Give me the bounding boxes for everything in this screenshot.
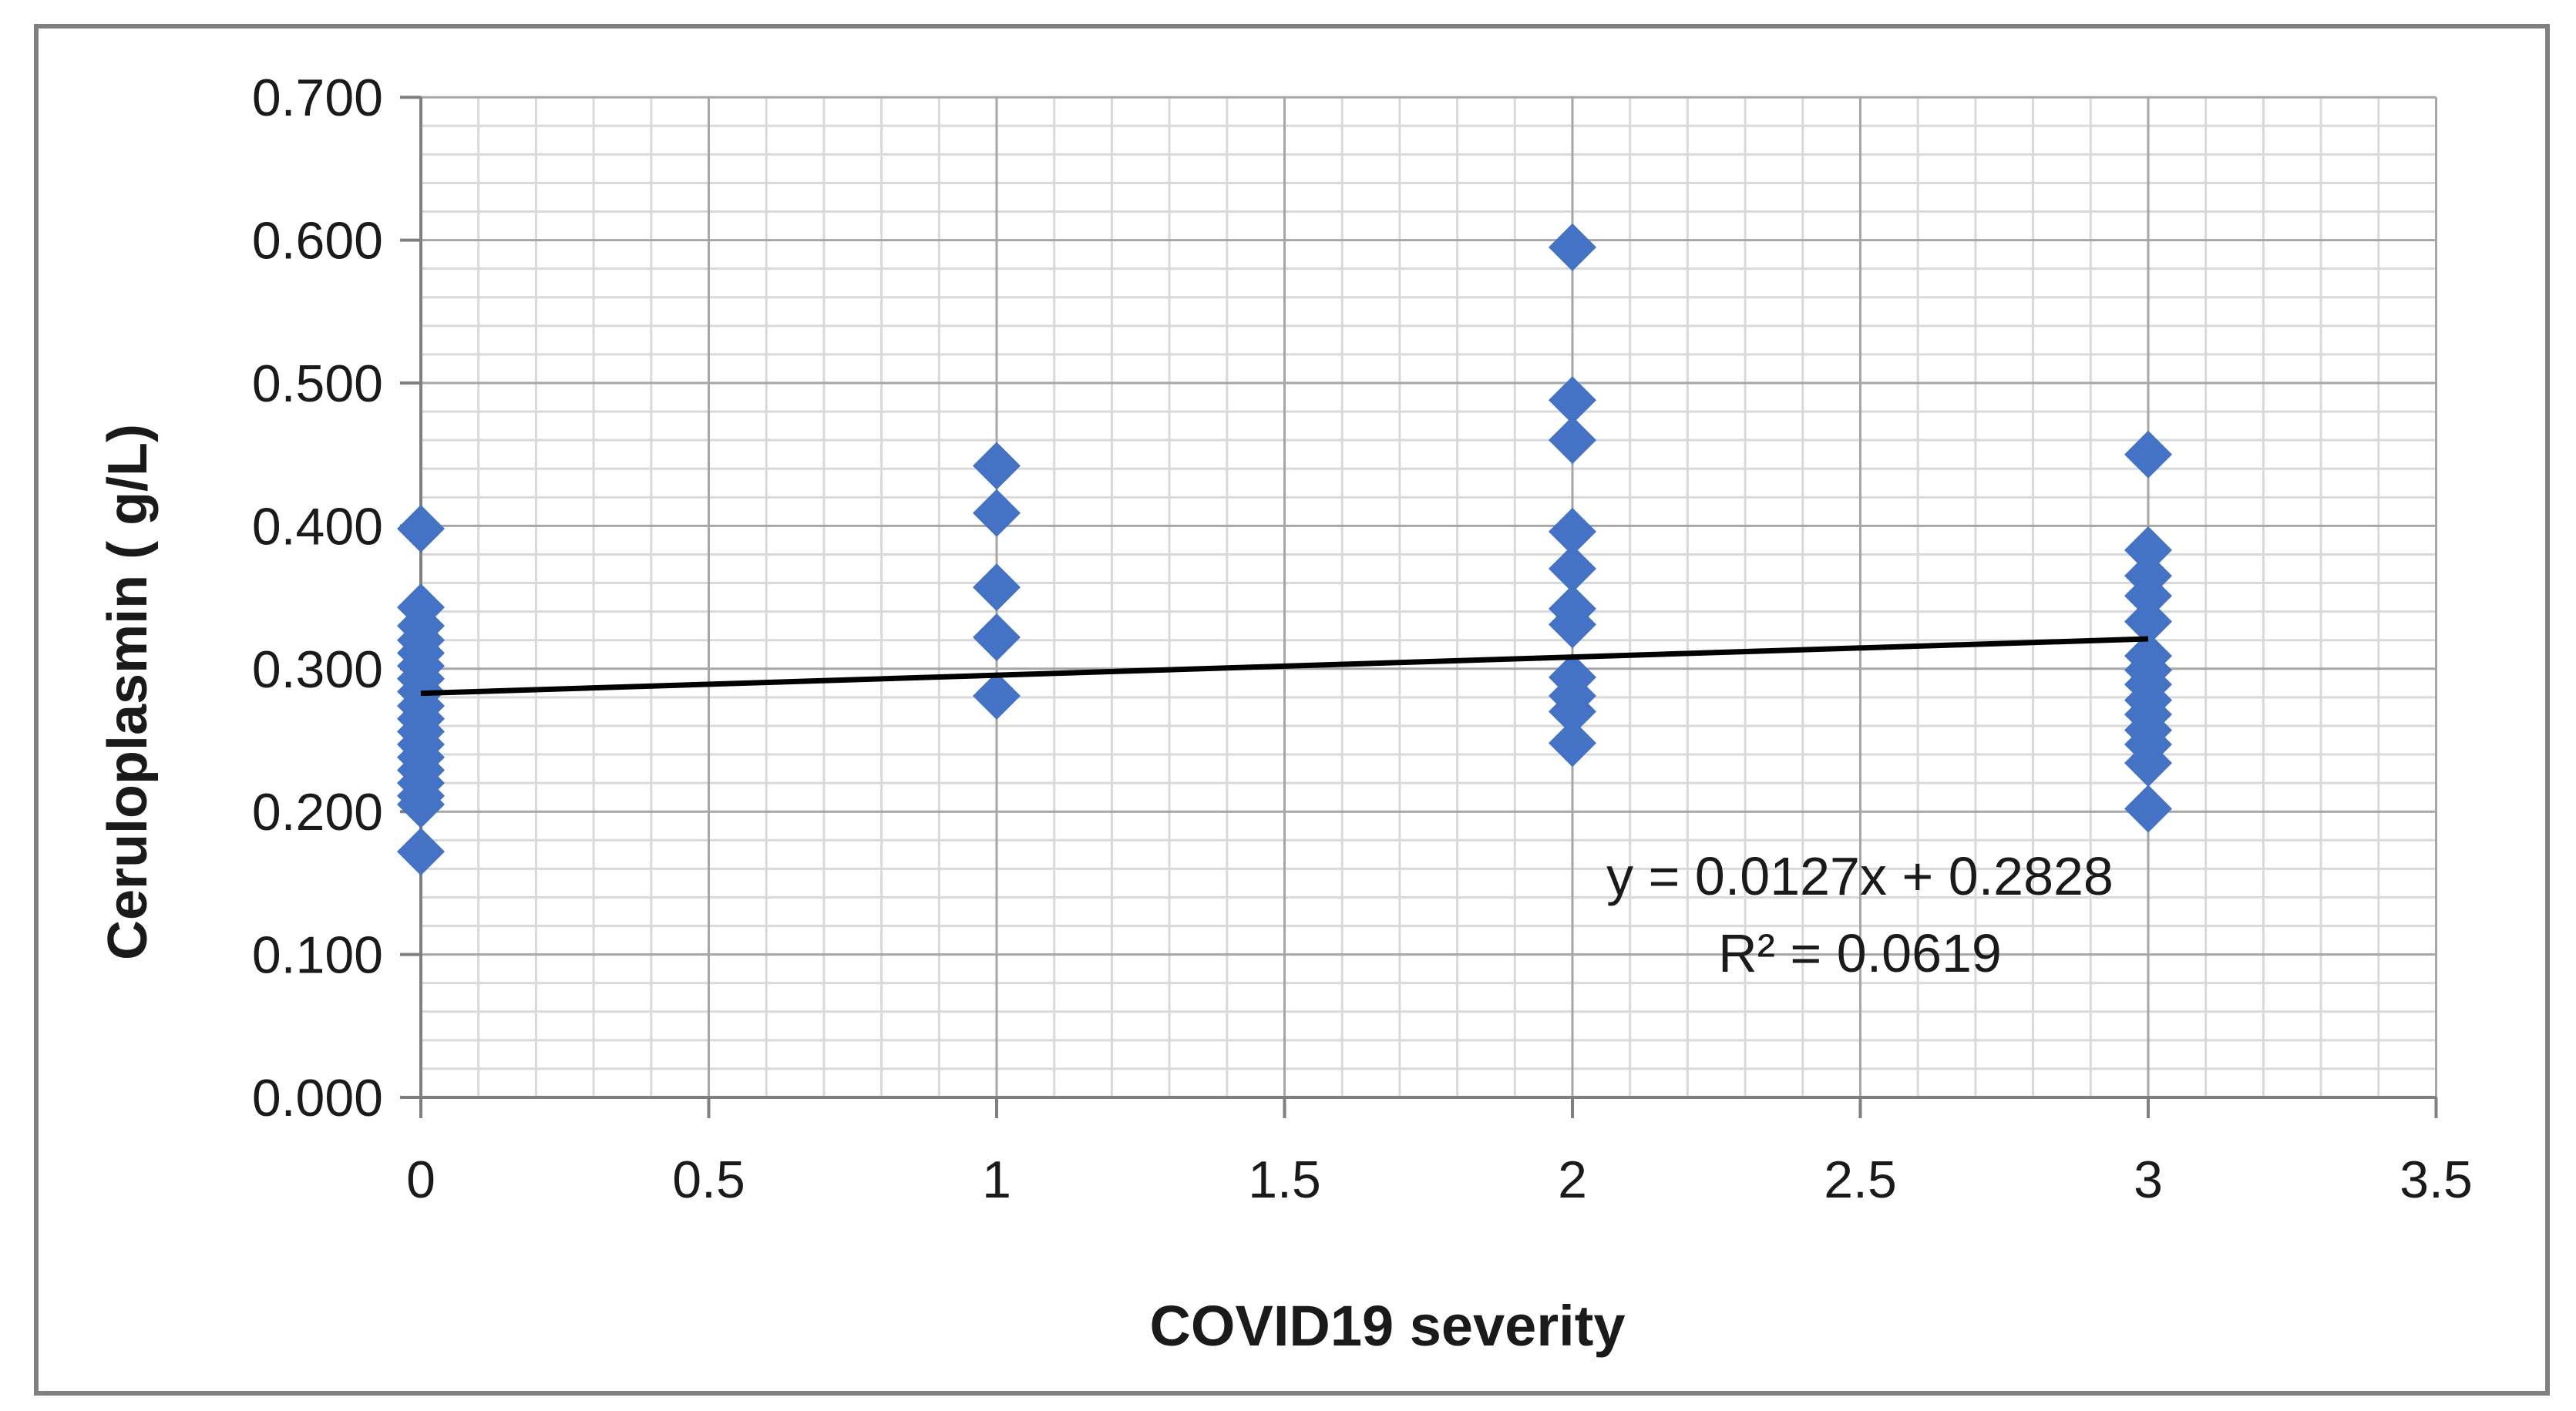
x-tick-label: 2 bbox=[1558, 1151, 1587, 1209]
trendline-equation-label: y = 0.0127x + 0.2828 bbox=[1606, 846, 2114, 906]
data-point bbox=[973, 442, 1021, 490]
data-points bbox=[397, 223, 2172, 876]
chart-frame: 0.000 0.100 0.200 0.300 0.400 0.500 0.600 0.700… bbox=[34, 24, 2550, 1396]
data-point bbox=[1549, 600, 1596, 649]
data-point bbox=[2124, 526, 2172, 574]
data-point bbox=[2124, 784, 2172, 833]
data-point bbox=[1549, 376, 1596, 425]
data-point bbox=[2124, 430, 2172, 479]
x-tick-label: 1.5 bbox=[1248, 1151, 1321, 1209]
x-tick-label: 0 bbox=[406, 1151, 435, 1209]
x-tick-label: 0.5 bbox=[672, 1151, 745, 1209]
data-point bbox=[2124, 572, 2172, 620]
minor-gridlines bbox=[421, 97, 2436, 1097]
y-tick-label: 0.700 bbox=[252, 69, 383, 127]
data-point bbox=[2124, 597, 2172, 646]
data-point bbox=[397, 505, 445, 553]
x-tick-label: 1 bbox=[982, 1151, 1011, 1209]
y-tick-label: 0.400 bbox=[252, 497, 383, 556]
x-axis-title: COVID19 severity bbox=[1149, 1294, 1626, 1358]
data-point bbox=[973, 672, 1021, 721]
x-tick-label: 3.5 bbox=[2399, 1151, 2473, 1209]
data-point bbox=[1549, 545, 1596, 593]
y-tick-label: 0.200 bbox=[252, 783, 383, 842]
y-tick-label: 0.300 bbox=[252, 640, 383, 699]
data-point bbox=[2124, 739, 2172, 788]
data-point bbox=[397, 828, 445, 876]
data-point bbox=[1549, 687, 1596, 736]
y-tick-label: 0.500 bbox=[252, 354, 383, 413]
data-point bbox=[973, 613, 1021, 662]
trendline bbox=[420, 636, 2149, 697]
data-point bbox=[1549, 416, 1596, 465]
data-point bbox=[397, 780, 445, 828]
x-tick-label: 2.5 bbox=[1824, 1151, 1897, 1209]
axes: 0.000 0.100 0.200 0.300 0.400 0.500 0.600 0.700… bbox=[252, 69, 2473, 1209]
data-point bbox=[1549, 507, 1596, 556]
trendline-equation-block: y = 0.0127x + 0.2828 R² = 0.0619 bbox=[1397, 838, 2322, 992]
y-tick-label: 0.100 bbox=[252, 926, 383, 985]
data-point bbox=[973, 563, 1021, 612]
y-axis-title: Ceruloplasmin ( g/L) bbox=[97, 423, 159, 961]
data-point bbox=[1549, 719, 1596, 768]
y-tick-label: 0.600 bbox=[252, 212, 383, 270]
data-point bbox=[973, 489, 1021, 537]
major-gridlines bbox=[421, 96, 2437, 1097]
trendline-r2-label: R² = 0.0619 bbox=[1718, 923, 2002, 983]
x-tick-label: 3 bbox=[2134, 1151, 2163, 1209]
y-tick-label: 0.000 bbox=[252, 1069, 383, 1127]
data-point bbox=[1549, 223, 1596, 271]
